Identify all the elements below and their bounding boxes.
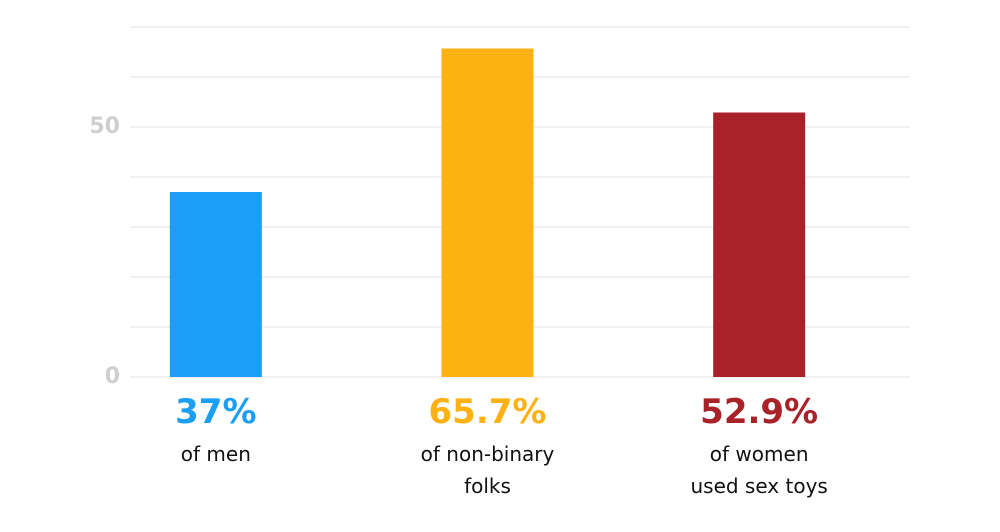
category-label: of men — [180, 442, 251, 466]
category-label: of women used sex toys — [690, 442, 828, 498]
bar — [713, 112, 806, 377]
y-tick-label: 0 — [105, 364, 120, 389]
value-label: 37% — [175, 392, 257, 432]
bar — [169, 192, 262, 377]
y-tick-label: 50 — [89, 114, 120, 139]
category-label: of non-binary folks — [420, 442, 555, 498]
value-label: 52.9% — [700, 392, 819, 432]
bar — [441, 48, 534, 377]
value-label: 65.7% — [428, 392, 547, 432]
